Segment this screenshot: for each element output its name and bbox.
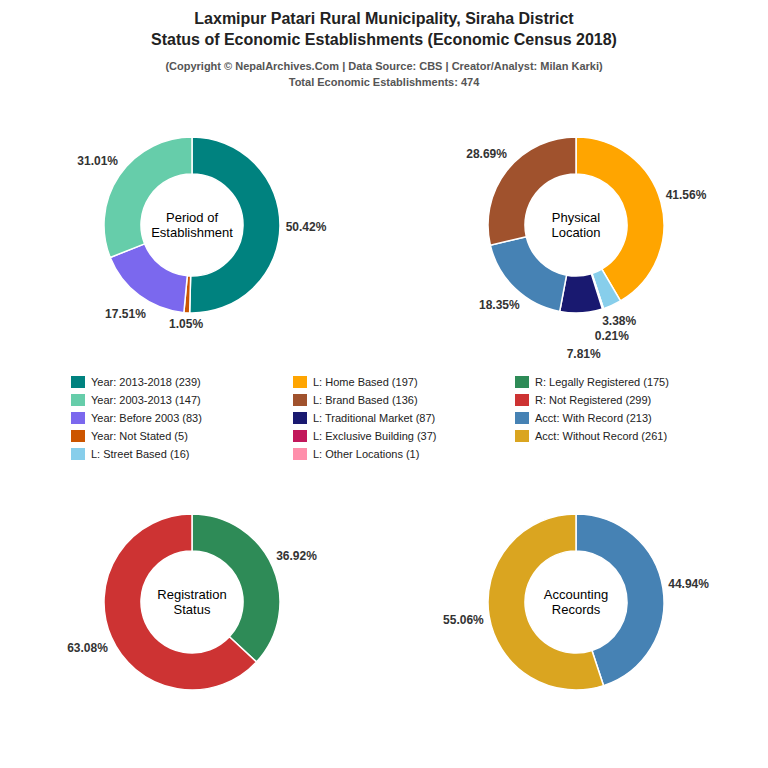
- legend-item: R: Legally Registered (175): [515, 376, 669, 388]
- legend-label: L: Street Based (16): [91, 448, 189, 460]
- data-label: 41.56%: [666, 188, 707, 202]
- data-label: 1.05%: [169, 317, 203, 331]
- legend-item: L: Other Locations (1): [293, 448, 419, 460]
- legend-label: L: Brand Based (136): [313, 394, 418, 406]
- slices: [104, 514, 280, 690]
- data-label: 7.81%: [567, 347, 601, 361]
- data-label: 36.92%: [276, 549, 317, 563]
- subtitle: (Copyright © NepalArchives.Com | Data So…: [165, 60, 603, 72]
- legend-label: L: Exclusive Building (37): [313, 430, 437, 442]
- title: Laxmipur Patari Rural Municipality, Sira…: [194, 10, 574, 27]
- legend-item: Year: 2003-2013 (147): [71, 394, 201, 406]
- legend-swatch: [515, 412, 529, 424]
- legend-item: R: Not Registered (299): [515, 394, 651, 406]
- data-label: 28.69%: [466, 147, 507, 161]
- center-label-line: Registration: [157, 587, 226, 602]
- data-label: 0.21%: [595, 329, 629, 343]
- data-label: 63.08%: [67, 641, 108, 655]
- legend-label: Acct: With Record (213): [535, 412, 652, 424]
- pie-chart: AccountingRecords 44.94% 55.06%: [443, 514, 709, 690]
- legend-item: L: Traditional Market (87): [293, 412, 435, 424]
- legend-item: L: Exclusive Building (37): [293, 430, 437, 442]
- slices: [104, 137, 280, 313]
- pie-chart: PhysicalLocation 41.56% 3.38%0.21% 7.81% 18.…: [466, 137, 706, 361]
- data-label: 3.38%: [602, 314, 636, 328]
- center-label-line: Status: [174, 602, 211, 617]
- legend-label: L: Other Locations (1): [313, 448, 419, 460]
- data-label: 44.94%: [668, 577, 709, 591]
- center-label-line: Establishment: [151, 225, 233, 240]
- title: Status of Economic Establishments (Econo…: [151, 31, 617, 48]
- pie-slice: [488, 514, 604, 690]
- chart-figure: Laxmipur Patari Rural Municipality, Sira…: [0, 0, 768, 768]
- legend-label: R: Legally Registered (175): [535, 376, 669, 388]
- legend-label: L: Home Based (197): [313, 376, 418, 388]
- legend-item: L: Street Based (16): [71, 448, 189, 460]
- slices: [488, 514, 664, 690]
- legend-swatch: [515, 376, 529, 388]
- legend-label: L: Traditional Market (87): [313, 412, 435, 424]
- center-label: PhysicalLocation: [551, 210, 600, 240]
- legend-swatch: [515, 394, 529, 406]
- legend-swatch: [71, 376, 85, 388]
- center-label-line: Accounting: [544, 587, 608, 602]
- legend-label: Acct: Without Record (261): [535, 430, 667, 442]
- center-label: Period ofEstablishment: [151, 210, 233, 240]
- legend-item: L: Home Based (197): [293, 376, 418, 388]
- legend-item: Year: Before 2003 (83): [71, 412, 202, 424]
- legend-swatch: [293, 376, 307, 388]
- legend: Year: 2013-2018 (239) Year: 2003-2013 (14…: [71, 376, 669, 460]
- legend-label: Year: 2013-2018 (239): [91, 376, 201, 388]
- pie-slice: [104, 514, 256, 690]
- legend-swatch: [71, 430, 85, 442]
- legend-swatch: [71, 394, 85, 406]
- slices: [488, 137, 664, 313]
- legend-item: Year: 2013-2018 (239): [71, 376, 201, 388]
- legend-item: Acct: Without Record (261): [515, 430, 667, 442]
- legend-label: Year: 2003-2013 (147): [91, 394, 201, 406]
- pie-chart: Period ofEstablishment 50.42% 1.05% 17.51% 3…: [77, 137, 326, 331]
- data-label: 17.51%: [105, 307, 146, 321]
- legend-label: Year: Not Stated (5): [91, 430, 188, 442]
- center-label: RegistrationStatus: [157, 587, 226, 617]
- center-label-line: Location: [551, 225, 600, 240]
- legend-item: L: Brand Based (136): [293, 394, 418, 406]
- legend-item: Year: Not Stated (5): [71, 430, 188, 442]
- data-label: 31.01%: [77, 154, 118, 168]
- legend-swatch: [293, 412, 307, 424]
- data-label: 55.06%: [443, 613, 484, 627]
- legend-label: R: Not Registered (299): [535, 394, 651, 406]
- legend-swatch: [293, 394, 307, 406]
- data-label: 50.42%: [286, 220, 327, 234]
- center-label-line: Period of: [166, 210, 218, 225]
- subtitle: Total Economic Establishments: 474: [289, 76, 480, 88]
- pie-slice: [110, 244, 187, 313]
- pie-chart: RegistrationStatus 36.92% 63.08%: [67, 514, 317, 690]
- legend-label: Year: Before 2003 (83): [91, 412, 202, 424]
- center-label: AccountingRecords: [544, 587, 608, 617]
- legend-swatch: [515, 430, 529, 442]
- center-label-line: Records: [552, 602, 601, 617]
- legend-swatch: [293, 430, 307, 442]
- legend-swatch: [71, 412, 85, 424]
- legend-swatch: [293, 448, 307, 460]
- legend-item: Acct: With Record (213): [515, 412, 652, 424]
- data-label: 18.35%: [479, 298, 520, 312]
- center-label-line: Physical: [552, 210, 601, 225]
- legend-swatch: [71, 448, 85, 460]
